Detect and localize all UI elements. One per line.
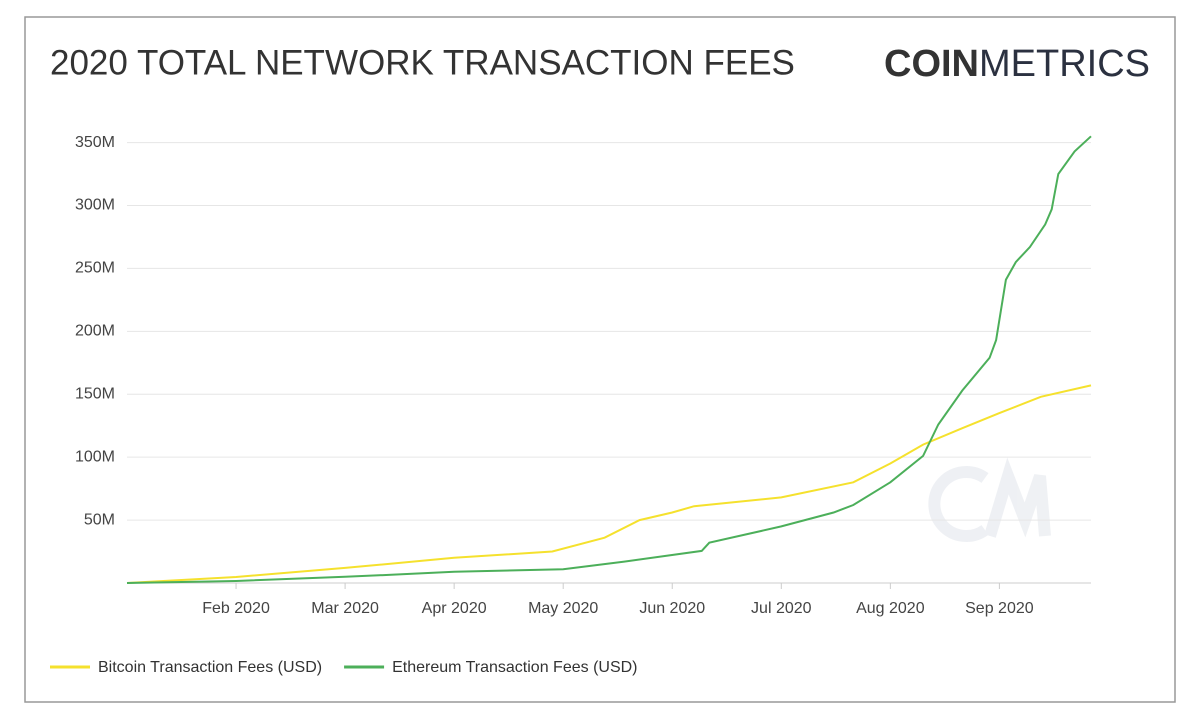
- series-line: [126, 384, 1092, 584]
- x-tick-label: Mar 2020: [311, 600, 379, 617]
- brand-bold: COIN: [884, 43, 979, 85]
- y-tick-label: 300M: [75, 197, 115, 214]
- y-tick-label: 50M: [84, 511, 115, 528]
- brand-logo: COINMETRICS: [884, 43, 1150, 85]
- y-tick-label: 150M: [75, 385, 115, 402]
- y-tick-label: 350M: [75, 134, 115, 151]
- chart-title: 2020 TOTAL NETWORK TRANSACTION FEES: [50, 43, 795, 82]
- x-tick-label: Sep 2020: [965, 600, 1034, 617]
- y-tick-label: 100M: [75, 448, 115, 465]
- legend-label: Bitcoin Transaction Fees (USD): [98, 659, 322, 676]
- legend-label: Ethereum Transaction Fees (USD): [392, 659, 637, 676]
- x-tick-label: May 2020: [528, 600, 598, 617]
- x-tick-label: Jul 2020: [751, 600, 812, 617]
- x-tick-label: Aug 2020: [856, 600, 925, 617]
- x-tick-label: Feb 2020: [202, 600, 270, 617]
- x-tick-label: Apr 2020: [422, 600, 487, 617]
- brand-light: METRICS: [979, 43, 1150, 85]
- y-tick-label: 200M: [75, 323, 115, 340]
- x-tick-label: Jun 2020: [639, 600, 705, 617]
- y-tick-label: 250M: [75, 260, 115, 277]
- series-line: [126, 135, 1092, 584]
- frame: [24, 16, 1176, 703]
